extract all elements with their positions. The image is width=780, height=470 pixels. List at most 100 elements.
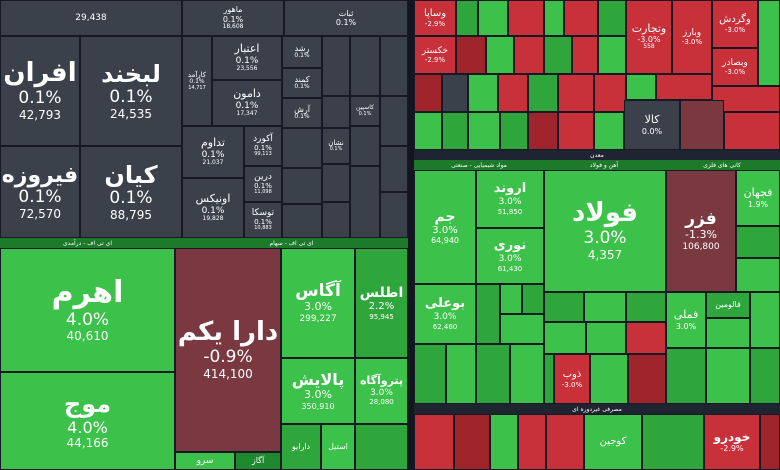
tile-small[interactable] bbox=[724, 112, 780, 150]
tile-firoozeh[interactable]: فیروزه 0.1% 72,570 bbox=[0, 146, 80, 238]
tile-small[interactable] bbox=[476, 284, 500, 344]
tile-kojine[interactable]: کوجین bbox=[584, 414, 642, 470]
tile-small[interactable] bbox=[736, 226, 780, 258]
tile-vabarez[interactable]: وبارز -3.0% bbox=[672, 0, 712, 74]
tile-small[interactable] bbox=[456, 36, 486, 74]
tile-small[interactable] bbox=[544, 354, 554, 404]
tile-small[interactable] bbox=[584, 292, 626, 322]
tile-small[interactable] bbox=[528, 112, 558, 150]
tile-damoon[interactable]: دامون 0.1% 17,347 bbox=[212, 80, 282, 126]
tile-small[interactable] bbox=[518, 414, 546, 470]
tile-small[interactable] bbox=[736, 258, 780, 292]
tile-small[interactable] bbox=[322, 164, 350, 202]
tile-labkhand[interactable]: لبخند 0.1% 24,535 bbox=[80, 36, 182, 146]
tile-noori[interactable]: نوری 3.0% 61,430 bbox=[476, 228, 544, 284]
tile-jam[interactable]: جم 3.0% 64,940 bbox=[414, 170, 476, 284]
tile-small[interactable] bbox=[514, 36, 544, 74]
tile-khekaster[interactable]: خکستر -2.9% bbox=[414, 36, 456, 74]
tile-arash[interactable]: آرش 0.1% bbox=[282, 98, 322, 128]
tile-small[interactable] bbox=[486, 36, 514, 74]
tile-ahrom[interactable]: اهرم 4.0% 40,610 bbox=[0, 248, 175, 372]
tile-small[interactable] bbox=[322, 36, 350, 96]
tile-vatejarat[interactable]: وتجارت -3.0% 558 bbox=[626, 0, 672, 74]
tile-t1[interactable]: 29,438 bbox=[0, 0, 182, 36]
tile-small[interactable] bbox=[522, 284, 544, 314]
tile-akord[interactable]: آکورد 0.1% 99,113 bbox=[244, 126, 282, 166]
tile-palayesh[interactable]: پالایش 3.0% 350,910 bbox=[281, 358, 355, 424]
tile-small[interactable] bbox=[594, 112, 624, 150]
tile-small[interactable] bbox=[628, 354, 666, 404]
tile-small[interactable] bbox=[282, 128, 322, 168]
tile-tooska[interactable]: توسکا 0.1% 10,883 bbox=[244, 202, 282, 238]
tile-vagardesh[interactable]: وگردش -3.0% bbox=[712, 0, 758, 48]
tile-small[interactable] bbox=[594, 74, 626, 112]
tile-small[interactable] bbox=[322, 202, 350, 238]
tile-small[interactable] bbox=[282, 168, 322, 204]
tile-small[interactable] bbox=[680, 100, 724, 150]
tile-zob[interactable]: ذوب -3.0% bbox=[554, 354, 590, 404]
tile-roshd[interactable]: رشد 0.1% bbox=[282, 36, 322, 68]
tile-small[interactable] bbox=[380, 36, 408, 96]
tile-small[interactable] bbox=[656, 74, 712, 100]
tile-small[interactable] bbox=[355, 424, 408, 470]
tile-small[interactable] bbox=[590, 354, 628, 404]
tile-small[interactable] bbox=[454, 414, 490, 470]
tile-small[interactable] bbox=[760, 414, 780, 470]
tile-faluminium[interactable]: فالومین bbox=[706, 292, 750, 318]
tile-small[interactable] bbox=[508, 0, 544, 36]
tile-small[interactable] bbox=[642, 414, 704, 470]
tile-small[interactable] bbox=[322, 96, 350, 128]
tile-small[interactable] bbox=[558, 112, 594, 150]
tile-small[interactable] bbox=[586, 322, 626, 354]
tile-petroagah[interactable]: پتروآگاه 3.0% 28,080 bbox=[355, 358, 408, 424]
tile-vasapa[interactable]: وساپا -2.9% bbox=[414, 0, 456, 36]
tile-small[interactable] bbox=[706, 348, 750, 404]
tile-fazar[interactable]: فزر -1.3% 106,800 bbox=[666, 170, 736, 292]
tile-mowj[interactable]: موج 4.0% 44,166 bbox=[0, 372, 175, 470]
tile-kian[interactable]: کیان 0.1% 88,795 bbox=[80, 146, 182, 238]
tile-small[interactable] bbox=[500, 314, 544, 344]
tile-small[interactable] bbox=[456, 0, 478, 36]
tile-small[interactable] bbox=[498, 74, 528, 112]
tile-small[interactable] bbox=[414, 112, 442, 150]
tile-small[interactable] bbox=[598, 0, 626, 36]
tile-tadavom[interactable]: تداوم 0.1% 21,037 bbox=[182, 126, 244, 178]
tile-small[interactable] bbox=[350, 36, 380, 96]
tile-foolad[interactable]: فولاد 3.0% 4,357 bbox=[544, 170, 666, 292]
tile-small[interactable] bbox=[446, 344, 476, 404]
tile-small[interactable] bbox=[442, 74, 468, 112]
tile-small[interactable] bbox=[564, 0, 598, 36]
tile-etebar[interactable]: اعتبار 0.1% 23,556 bbox=[212, 36, 282, 80]
tile-afran[interactable]: افران 0.1% 42,793 bbox=[0, 36, 80, 146]
tile-small[interactable] bbox=[476, 344, 510, 404]
tile-daraiv[interactable]: دارایو bbox=[281, 424, 321, 470]
tile-small[interactable] bbox=[510, 344, 544, 404]
tile-small[interactable] bbox=[500, 112, 528, 150]
tile-mahoor[interactable]: ماهور 0.1% 18,608 bbox=[182, 0, 284, 36]
tile-arvand[interactable]: اروند 3.0% 51,850 bbox=[476, 170, 544, 228]
tile-small[interactable] bbox=[490, 414, 518, 470]
tile-small[interactable] bbox=[442, 112, 468, 150]
tile-small[interactable] bbox=[500, 284, 522, 314]
tile-vabsader[interactable]: وبصادر -3.0% bbox=[712, 48, 758, 86]
tile-small[interactable] bbox=[478, 0, 508, 36]
tile-agaz[interactable]: آگاز bbox=[235, 452, 281, 470]
tile-small[interactable] bbox=[544, 36, 572, 74]
tile-small[interactable] bbox=[380, 96, 408, 146]
tile-small[interactable] bbox=[544, 292, 584, 322]
tile-small[interactable] bbox=[544, 0, 564, 36]
tile-small[interactable] bbox=[750, 292, 780, 348]
tile-small[interactable] bbox=[380, 146, 408, 192]
tile-small[interactable] bbox=[558, 74, 594, 112]
tile-small[interactable] bbox=[626, 322, 666, 354]
tile-small[interactable] bbox=[544, 322, 586, 354]
tile-small[interactable] bbox=[598, 36, 626, 74]
tile-kamand[interactable]: کمند 0.1% bbox=[282, 68, 322, 98]
tile-small[interactable] bbox=[572, 36, 598, 74]
tile-sarv[interactable]: سرو bbox=[175, 452, 235, 470]
tile-fajahan[interactable]: فجهان 1.9% bbox=[736, 170, 780, 226]
tile-agas[interactable]: آگاس 3.0% 299,227 bbox=[281, 248, 355, 358]
tile-small[interactable] bbox=[414, 414, 454, 470]
tile-small[interactable] bbox=[666, 348, 706, 404]
tile-darayekom[interactable]: دارا یکم -0.9% 414,100 bbox=[175, 248, 281, 452]
